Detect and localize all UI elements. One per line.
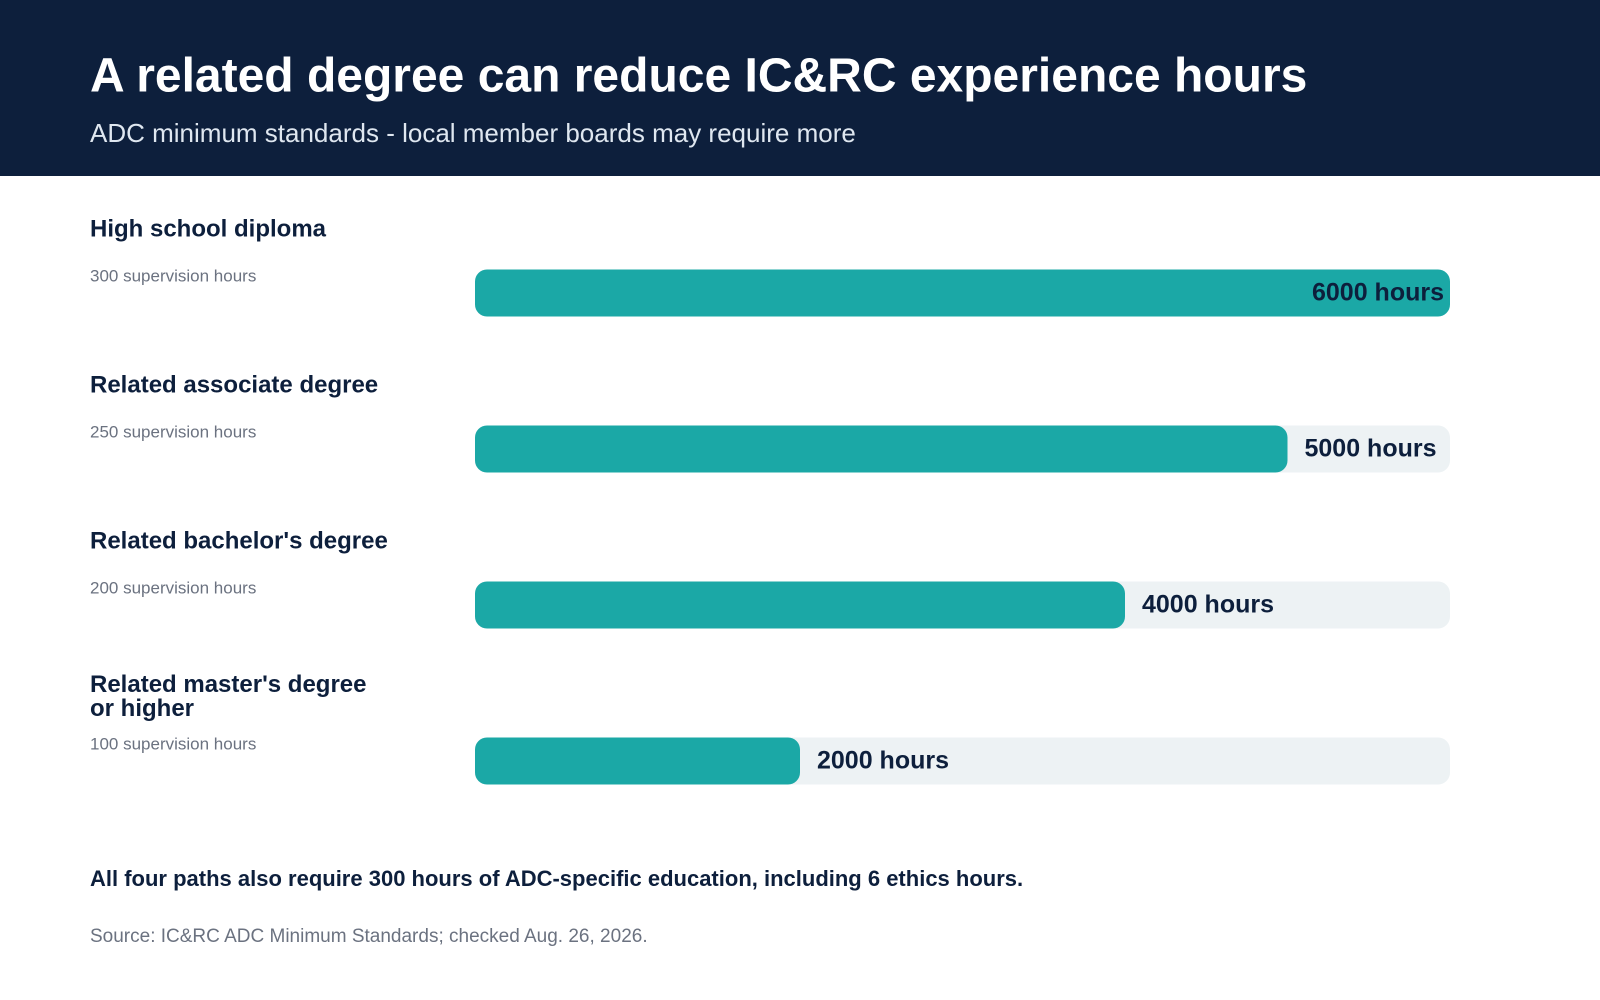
bar <box>475 269 1450 317</box>
chart-subtitle: ADC minimum standards - local member boa… <box>90 118 856 148</box>
value-label: 6000 hours <box>1312 279 1444 307</box>
value-label: 2000 hours <box>817 747 949 775</box>
value-label: 5000 hours <box>1305 435 1437 463</box>
value-label: 4000 hours <box>1142 591 1274 619</box>
category-label: Related master's degree or higher <box>90 671 367 722</box>
category-label: Related associate degree <box>90 371 378 398</box>
category-note: 100 supervision hours <box>90 734 256 753</box>
category-note: 200 supervision hours <box>90 578 256 597</box>
header-band <box>0 0 1600 176</box>
category-label: High school diploma <box>90 215 327 242</box>
category-note: 300 supervision hours <box>90 266 256 285</box>
category-label-line: or higher <box>90 695 194 722</box>
category-note: 250 supervision hours <box>90 422 256 441</box>
bar <box>475 737 800 785</box>
chart-title: A related degree can reduce IC&RC experi… <box>90 50 1307 103</box>
footnote: All four paths also require 300 hours of… <box>90 866 1023 891</box>
category-label-line: Related master's degree <box>90 671 367 698</box>
bar <box>475 581 1125 629</box>
category-label: Related bachelor's degree <box>90 527 388 554</box>
bar <box>475 425 1288 473</box>
source: Source: IC&RC ADC Minimum Standards; che… <box>90 926 648 947</box>
